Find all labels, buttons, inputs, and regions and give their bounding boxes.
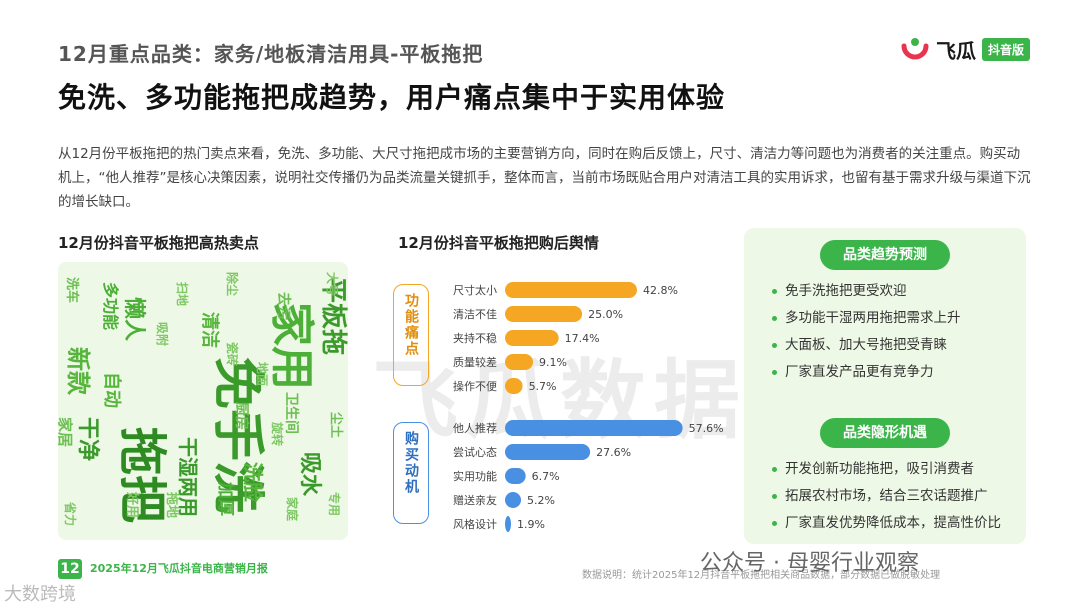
value-label: 17.4% <box>565 332 600 345</box>
category-label: 质量较差 <box>453 355 497 369</box>
wechat-watermark: 公众号 · 母婴行业观察 <box>700 551 919 576</box>
bar <box>505 516 511 532</box>
value-label: 9.1% <box>539 356 567 369</box>
cloud-word: 好用 <box>124 492 139 519</box>
brand-logo: 飞瓜 抖音版 <box>900 34 1030 64</box>
bar <box>505 354 534 370</box>
category-label: 操作不便 <box>453 379 497 393</box>
category-label: 尝试心态 <box>453 446 497 459</box>
chart-title: 12月份抖音平板拖把购后舆情 <box>398 234 599 252</box>
cloud-word: 省力 <box>63 502 77 527</box>
corner-watermark: 大数跨境 <box>4 584 76 605</box>
logo-name: 飞瓜 <box>935 38 976 63</box>
page-number: 12 <box>58 559 82 579</box>
cloud-word: 家居 <box>58 417 74 448</box>
cloud-word: 吸水 <box>297 452 322 497</box>
intro-paragraph: 从12月份平板拖把的热门卖点来看，免洗、多功能、大尺寸拖把成市场的主要营销方向，… <box>58 146 1031 210</box>
feigua-logo-icon <box>901 38 929 60</box>
value-label: 1.9% <box>517 518 545 531</box>
trend-item: 多功能干湿两用拖把需求上升 <box>772 305 961 332</box>
value-label: 25.0% <box>588 308 623 321</box>
page-supertitle: 12月重点品类：家务/地板清洁用具-平板拖把 <box>58 42 484 66</box>
category-label: 他人推荐 <box>453 421 497 435</box>
bar <box>505 306 583 322</box>
cloud-word: 瓷砖 <box>225 342 239 367</box>
opportunity-item: 开发创新功能拖把，吸引消费者 <box>772 456 1001 483</box>
cloud-word: 自动 <box>101 372 122 408</box>
trend-item: 厂家直发产品更有竞争力 <box>772 359 961 386</box>
wordcloud: 免手洗 家用 拖把 平板拖 新款 懒人 干湿两用 自动 吸水 去污 多功能 洗脸… <box>58 262 348 540</box>
bar <box>505 282 637 298</box>
value-label: 42.8% <box>643 284 678 297</box>
bullet-icon <box>772 467 777 472</box>
category-label: 尺寸太小 <box>453 283 497 297</box>
cloud-word: 新款 <box>64 347 92 395</box>
cloud-word: 吸附 <box>155 322 169 347</box>
bullet-icon <box>772 343 777 348</box>
cloud-word: 家庭 <box>285 497 299 522</box>
logo-badge: 抖音版 <box>981 37 1030 61</box>
data-note: 数据说明：统计2025年12月抖音平板拖把相关商品数据，部分数据已做脱敏处理 <box>582 570 941 581</box>
category-label: 风格设计 <box>453 517 497 531</box>
opportunity-list: 开发创新功能拖把，吸引消费者 拓展农村市场，结合三农话题推广 厂家直发优势降低成… <box>772 456 1001 537</box>
bar <box>505 420 683 436</box>
cloud-word: 厨房 <box>233 402 249 430</box>
opportunity-title-pill: 品类隐形机遇 <box>820 418 950 448</box>
cloud-word: 大号 <box>325 272 339 297</box>
bullet-icon <box>772 289 777 294</box>
cloud-word: 旋转 <box>270 422 284 447</box>
trend-list: 免手洗拖把更受欢迎 多功能干湿两用拖把需求上升 大面板、加大号拖把受青睐 厂家直… <box>772 278 961 386</box>
cloud-word: 懒人 <box>121 297 146 342</box>
bullet-icon <box>772 316 777 321</box>
trend-item: 免手洗拖把更受欢迎 <box>772 278 961 305</box>
cloud-word: 除尘 <box>225 272 239 297</box>
bullet-icon <box>772 370 777 375</box>
cloud-word: 洗车 <box>64 277 79 304</box>
value-label: 27.6% <box>596 446 631 459</box>
opportunity-item: 厂家直发优势降低成本，提高性价比 <box>772 510 1001 537</box>
value-label: 5.7% <box>529 380 557 393</box>
bar <box>505 444 591 460</box>
bar <box>505 378 523 394</box>
value-label: 6.7% <box>532 470 560 483</box>
bullet-icon <box>772 494 777 499</box>
trend-title-pill: 品类趋势预测 <box>820 240 950 270</box>
category-label: 实用功能 <box>453 469 497 483</box>
cloud-word: 卫生间 <box>283 392 299 434</box>
cloud-word: 去污 <box>275 292 291 320</box>
bullet-icon <box>772 521 777 526</box>
cloud-word: 洗脸 <box>241 462 265 502</box>
cloud-word: 干湿两用 <box>176 437 200 517</box>
cloud-word: 专用 <box>327 492 341 517</box>
cloud-word: 扫地 <box>175 282 189 307</box>
bar <box>505 492 522 508</box>
category-label: 赠送亲友 <box>453 493 497 507</box>
wordcloud-title: 12月份抖音平板拖把高热卖点 <box>58 234 259 252</box>
category-label: 夹持不稳 <box>453 331 497 345</box>
bar <box>505 468 526 484</box>
opportunity-item: 拓展农村市场，结合三农话题推广 <box>772 483 1001 510</box>
group-label-motive: 购买动机 <box>403 431 419 495</box>
cloud-word: 拖地 <box>164 492 179 519</box>
trend-item: 大面板、加大号拖把受青睐 <box>772 332 961 359</box>
value-label: 57.6% <box>689 422 724 435</box>
cloud-word: 尘土 <box>328 412 343 439</box>
bar-chart-svg: 尺寸太小 42.8% 清洁不佳 25.0% 夹持不稳 17.4% 质量较差 9.1% 操作不便 5… <box>453 282 724 532</box>
cloud-word: 加厚 <box>215 482 235 516</box>
value-label: 5.2% <box>527 494 555 507</box>
group-label-pain: 功能痛点 <box>403 293 419 357</box>
bar <box>505 330 559 346</box>
cloud-word: 清洁 <box>199 312 220 348</box>
page-title: 免洗、多功能拖把成趋势，用户痛点集中于实用体验 <box>58 81 726 114</box>
cloud-word: 地面 <box>255 362 269 387</box>
cloud-word: 多功能 <box>101 282 120 331</box>
group-box-pain: 功能痛点 <box>393 284 429 386</box>
sentiment-chart: 功能痛点 购买动机 尺寸太小 42.8% 清洁不佳 25.0% 夹持不稳 17.4% 质量较… <box>385 262 725 542</box>
category-label: 清洁不佳 <box>453 307 497 321</box>
group-box-motive: 购买动机 <box>393 422 429 524</box>
cloud-word: 干净 <box>75 417 100 462</box>
report-name: 2025年12月飞瓜抖音电商营销月报 <box>90 562 268 575</box>
insight-panel: 品类趋势预测 免手洗拖把更受欢迎 多功能干湿两用拖把需求上升 大面板、加大号拖把… <box>744 228 1026 544</box>
